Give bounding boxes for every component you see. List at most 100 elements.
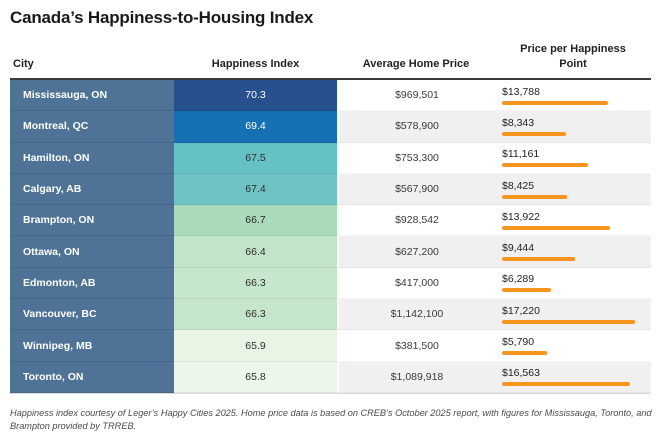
price-per-happiness-point-value: $8,343 — [502, 116, 535, 129]
average-home-price-cell: $1,089,918 — [337, 361, 495, 393]
price-per-happiness-point-value: $8,425 — [502, 179, 535, 192]
city-label: Brampton, ON — [23, 214, 95, 227]
average-home-price-cell: $578,900 — [337, 111, 495, 143]
price-per-happiness-point-cell: $13,788 — [495, 80, 651, 112]
happiness-index-value: 70.3 — [245, 89, 266, 102]
average-home-price-value: $627,200 — [395, 245, 439, 258]
average-home-price-value: $381,500 — [395, 339, 439, 352]
happiness-index-value: 66.7 — [245, 214, 266, 227]
price-per-happiness-point-value: $13,922 — [502, 210, 540, 223]
price-per-happiness-point-value: $17,220 — [502, 304, 540, 317]
price-per-happiness-point-cell: $6,289 — [495, 267, 651, 300]
happiness-index-cell: 66.4 — [174, 236, 337, 268]
price-per-happiness-point-value: $11,161 — [502, 148, 540, 161]
average-home-price-value: $1,089,918 — [390, 370, 444, 383]
happiness-index-value: 65.8 — [245, 370, 266, 383]
average-home-price-value: $1,142,100 — [390, 308, 444, 321]
happiness-index-value: 66.3 — [245, 308, 266, 321]
city-label: Winnipeg, MB — [23, 339, 93, 352]
price-per-happiness-point-bar — [502, 319, 635, 324]
happiness-index-value: 67.5 — [245, 151, 266, 164]
price-per-happiness-point-value: $9,444 — [502, 242, 535, 255]
table-row: Ottawa, ON 66.4 $627,200 $9,444 — [10, 236, 651, 268]
price-per-happiness-point-bar — [502, 225, 610, 230]
city-label: Hamilton, ON — [23, 151, 90, 164]
average-home-price-value: $969,501 — [395, 89, 439, 102]
city-cell: Toronto, ON — [10, 361, 174, 393]
price-per-happiness-point-cell: $8,343 — [495, 111, 651, 143]
city-cell: Brampton, ON — [10, 205, 174, 237]
happiness-index-cell: 69.4 — [174, 111, 337, 143]
price-per-happiness-point-cell: $16,563 — [495, 361, 651, 393]
happiness-index-value: 67.4 — [245, 183, 266, 196]
price-per-happiness-point-bar — [502, 382, 630, 387]
price-per-happiness-point-cell: $11,161 — [495, 142, 651, 174]
column-header-city: City — [13, 57, 34, 70]
price-per-happiness-point-bar — [502, 194, 567, 199]
average-home-price-cell: $1,142,100 — [337, 299, 495, 331]
happiness-index-value: 66.4 — [245, 245, 266, 258]
happiness-index-value: 66.3 — [245, 276, 266, 289]
price-per-happiness-point-bar — [502, 351, 547, 356]
average-home-price-cell: $417,000 — [337, 267, 495, 300]
price-per-happiness-point-value: $5,790 — [502, 336, 535, 349]
price-per-happiness-point-cell: $8,425 — [495, 173, 651, 206]
price-per-happiness-point-bar — [502, 131, 566, 136]
happiness-index-cell: 66.7 — [174, 205, 337, 237]
average-home-price-value: $578,900 — [395, 120, 439, 133]
price-per-happiness-point-bar — [502, 257, 575, 262]
average-home-price-value: $753,300 — [395, 151, 439, 164]
happiness-index-cell: 67.4 — [174, 173, 337, 206]
city-cell: Hamilton, ON — [10, 142, 174, 174]
average-home-price-cell: $753,300 — [337, 142, 495, 174]
happiness-index-cell: 67.5 — [174, 142, 337, 174]
table-row: Winnipeg, MB 65.9 $381,500 $5,790 — [10, 330, 651, 362]
table-row: Brampton, ON 66.7 $928,542 $13,922 — [10, 205, 651, 237]
city-cell: Vancouver, BC — [10, 299, 174, 331]
city-label: Mississauga, ON — [23, 89, 108, 102]
happiness-index-cell: 66.3 — [174, 299, 337, 331]
happiness-index-cell: 70.3 — [174, 80, 337, 112]
table-row: Montreal, QC 69.4 $578,900 $8,343 — [10, 111, 651, 143]
table-row: Mississauga, ON 70.3 $969,501 $13,788 — [10, 80, 651, 112]
table-row: Toronto, ON 65.8 $1,089,918 $16,563 — [10, 361, 651, 393]
table-row: Vancouver, BC 66.3 $1,142,100 $17,220 — [10, 299, 651, 331]
city-cell: Ottawa, ON — [10, 236, 174, 268]
price-per-happiness-point-cell: $17,220 — [495, 299, 651, 331]
city-label: Ottawa, ON — [23, 245, 80, 258]
page-title: Canada’s Happiness-to-Housing Index — [10, 8, 314, 27]
happiness-index-cell: 66.3 — [174, 267, 337, 300]
price-per-happiness-point-value: $13,788 — [502, 85, 540, 98]
average-home-price-cell: $381,500 — [337, 330, 495, 362]
price-per-happiness-point-bar — [502, 100, 608, 105]
table-row: Calgary, AB 67.4 $567,900 $8,425 — [10, 173, 651, 206]
table-header-row: City Happiness Index Average Home Price … — [10, 30, 651, 80]
happiness-index-cell: 65.9 — [174, 330, 337, 362]
price-per-happiness-point-value: $6,289 — [502, 273, 535, 286]
happiness-index-value: 69.4 — [245, 120, 266, 133]
price-per-happiness-point-cell: $13,922 — [495, 205, 651, 237]
city-cell: Montreal, QC — [10, 111, 174, 143]
column-header-happiness-index: Happiness Index — [211, 57, 300, 70]
average-home-price-cell: $969,501 — [337, 80, 495, 112]
price-per-happiness-point-bar — [502, 163, 588, 168]
average-home-price-value: $567,900 — [395, 183, 439, 196]
average-home-price-value: $928,542 — [395, 214, 439, 227]
city-label: Edmonton, AB — [23, 276, 96, 289]
average-home-price-value: $417,000 — [395, 276, 439, 289]
city-cell: Edmonton, AB — [10, 267, 174, 300]
city-label: Toronto, ON — [23, 370, 84, 383]
price-per-happiness-point-bar — [502, 288, 551, 293]
city-label: Vancouver, BC — [23, 308, 97, 321]
city-label: Montreal, QC — [23, 120, 89, 133]
price-per-happiness-point-cell: $9,444 — [495, 236, 651, 268]
happiness-index-cell: 65.8 — [174, 361, 337, 393]
column-header-price-per-happiness-point: Price per Happiness Point — [520, 43, 626, 70]
average-home-price-cell: $928,542 — [337, 205, 495, 237]
source-footnote: Happiness index courtesy of Leger’s Happ… — [10, 407, 652, 432]
city-cell: Mississauga, ON — [10, 80, 174, 112]
table-row: Hamilton, ON 67.5 $753,300 $11,161 — [10, 142, 651, 174]
happiness-housing-table: City Happiness Index Average Home Price … — [10, 30, 651, 394]
price-per-happiness-point-value: $16,563 — [502, 367, 540, 380]
